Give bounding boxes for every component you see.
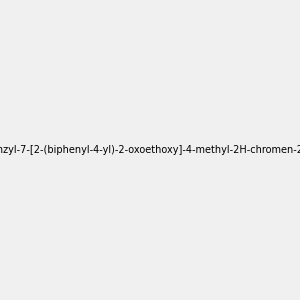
- Text: 3-benzyl-7-[2-(biphenyl-4-yl)-2-oxoethoxy]-4-methyl-2H-chromen-2-one: 3-benzyl-7-[2-(biphenyl-4-yl)-2-oxoethox…: [0, 145, 300, 155]
